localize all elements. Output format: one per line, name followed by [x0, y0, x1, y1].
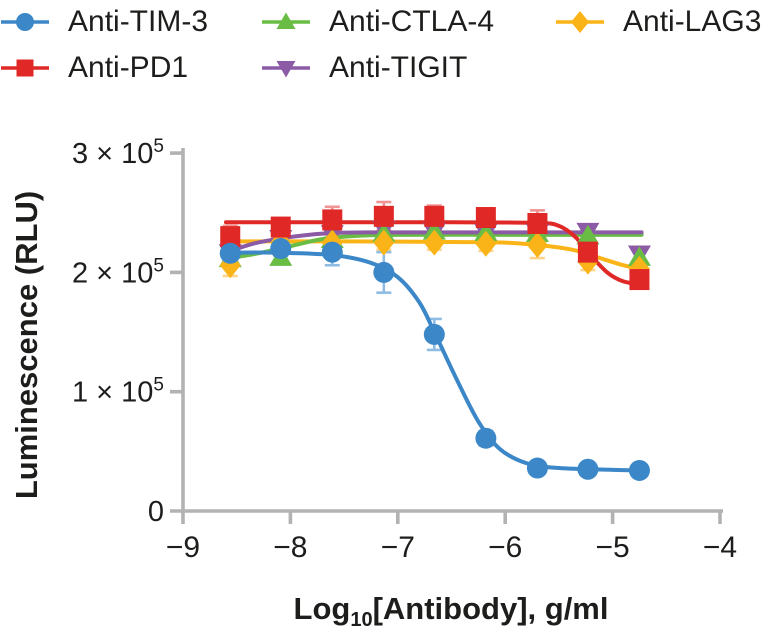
tick-labels: 0 1 × 105 2 × 105 3 × 105 −9 −8 −7 −6 −5 −4: [72, 136, 737, 564]
data-point: [526, 231, 548, 258]
diamond-marker-icon: [556, 11, 604, 33]
data-point: [577, 241, 598, 263]
data-points: [218, 205, 651, 481]
data-point: [526, 457, 548, 479]
data-point: [527, 212, 548, 234]
x-axis-title-prefix: Log: [293, 591, 351, 626]
legend-label: Anti-PD1: [68, 51, 189, 84]
data-point: [628, 459, 650, 481]
y-tick-label: 0: [148, 496, 164, 528]
x-tick-label: −5: [595, 531, 629, 564]
x-tick-label: −9: [166, 531, 200, 564]
data-point: [475, 230, 497, 257]
x-axis-title: Log10[Antibody], g/ml: [293, 591, 609, 631]
legend-label: Anti-TIM-3: [68, 5, 209, 38]
data-point: [270, 216, 291, 238]
legend-item-anti-tigit: Anti-TIGIT: [262, 53, 467, 83]
x-tick-label: −7: [381, 531, 415, 564]
x-axis-title-suffix: [Antibody], g/ml: [372, 591, 609, 626]
legend-item-anti-ctla4: Anti-CTLA-4: [262, 7, 494, 37]
triangle-down-marker-icon: [262, 61, 310, 78]
fit-curve-anti-tim-3: [223, 250, 644, 473]
x-axis-title-subscript: 10: [350, 609, 373, 631]
data-point: [577, 458, 599, 480]
data-point: [219, 242, 241, 264]
y-tick-label: 3 × 105: [72, 136, 164, 170]
axes: [170, 148, 723, 524]
x-tick-label: −4: [703, 531, 737, 564]
data-point: [321, 241, 343, 263]
y-axis-title: Luminescence (RLU): [9, 190, 44, 500]
x-tick-label: −6: [488, 531, 522, 564]
square-marker-icon: [1, 59, 49, 77]
data-point: [373, 205, 394, 227]
circle-marker-icon: [1, 13, 49, 31]
data-point: [373, 229, 395, 256]
fit-curve-anti-pd1: [223, 220, 644, 287]
x-tick-label: −8: [273, 531, 307, 564]
data-point: [475, 207, 496, 229]
fit-curve-anti-tigit: [223, 230, 644, 255]
legend-item-anti-lag3: Anti-LAG3: [556, 7, 761, 37]
y-tick-label: 1 × 105: [72, 375, 164, 409]
data-point: [270, 238, 292, 260]
y-tick-label: 2 × 105: [72, 255, 164, 289]
data-point: [220, 226, 241, 248]
data-point: [629, 269, 650, 291]
legend-label: Anti-TIGIT: [329, 51, 468, 84]
data-point: [322, 209, 343, 231]
legend-item-anti-tim3: Anti-TIM-3: [1, 7, 208, 37]
data-point: [423, 229, 445, 256]
triangle-up-marker-icon: [262, 12, 310, 29]
legend-label: Anti-LAG3: [623, 5, 762, 38]
legend-item-anti-pd1: Anti-PD1: [1, 53, 188, 83]
data-point: [475, 427, 497, 449]
data-point: [424, 205, 445, 227]
data-point: [576, 224, 600, 245]
data-point: [423, 323, 445, 345]
data-point: [373, 261, 395, 283]
legend-label: Anti-CTLA-4: [329, 5, 495, 38]
